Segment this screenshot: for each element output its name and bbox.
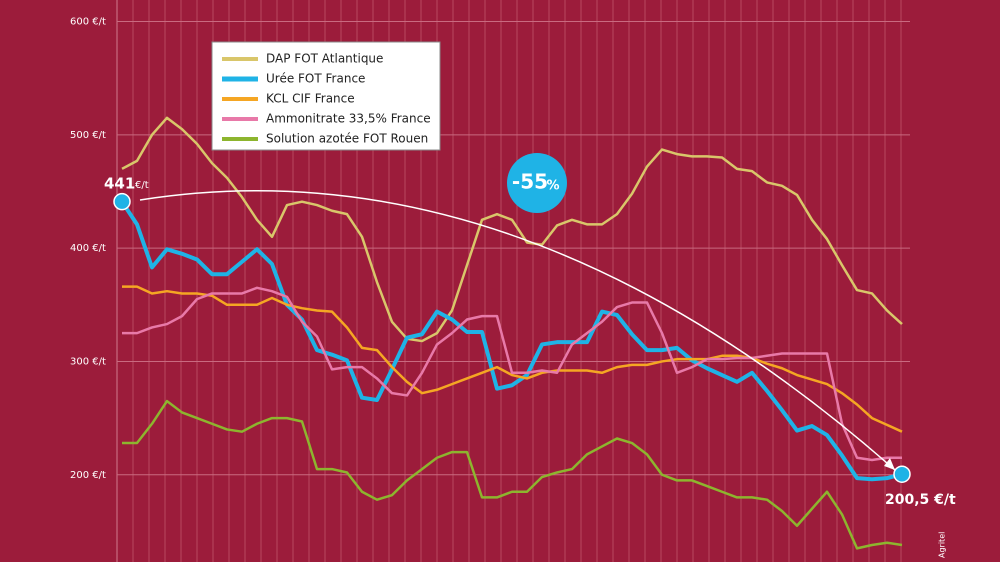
trend-arrow <box>139 190 896 471</box>
series-line <box>120 200 903 482</box>
start-unit: €/t <box>135 180 149 191</box>
arrow-head <box>884 458 895 470</box>
series-line <box>121 116 903 343</box>
legend: DAP FOT Atlantique Urée FOT France KCL CIF… <box>222 52 431 146</box>
plot <box>113 116 911 550</box>
y-tick-label: 300 €/t <box>70 356 106 367</box>
series-line <box>122 399 903 550</box>
change-unit: % <box>546 179 559 194</box>
change-badge <box>507 153 567 213</box>
source: Agritel <box>938 532 947 558</box>
end-label: 200,5 €/t <box>885 492 956 508</box>
legend-label: KCL CIF France <box>266 92 355 106</box>
legend-label: Urée FOT France <box>266 72 365 86</box>
endpoint-marker <box>893 465 911 483</box>
legend-label: DAP FOT Atlantique <box>266 52 383 66</box>
legend-label: Solution azotée FOT Rouen <box>266 132 428 146</box>
y-tick-label: 500 €/t <box>70 130 106 141</box>
legend-label: Ammonitrate 33,5% France <box>266 112 431 126</box>
start-label: 441 <box>104 175 135 193</box>
series-line <box>122 285 903 433</box>
y-tick-label: 200 €/t <box>70 470 106 481</box>
change-label: -55 <box>512 170 548 194</box>
endpoint-marker <box>113 192 131 211</box>
y-tick-label: 400 €/t <box>70 243 106 254</box>
series-line <box>122 286 902 462</box>
y-tick-label: 600 €/t <box>70 17 106 28</box>
